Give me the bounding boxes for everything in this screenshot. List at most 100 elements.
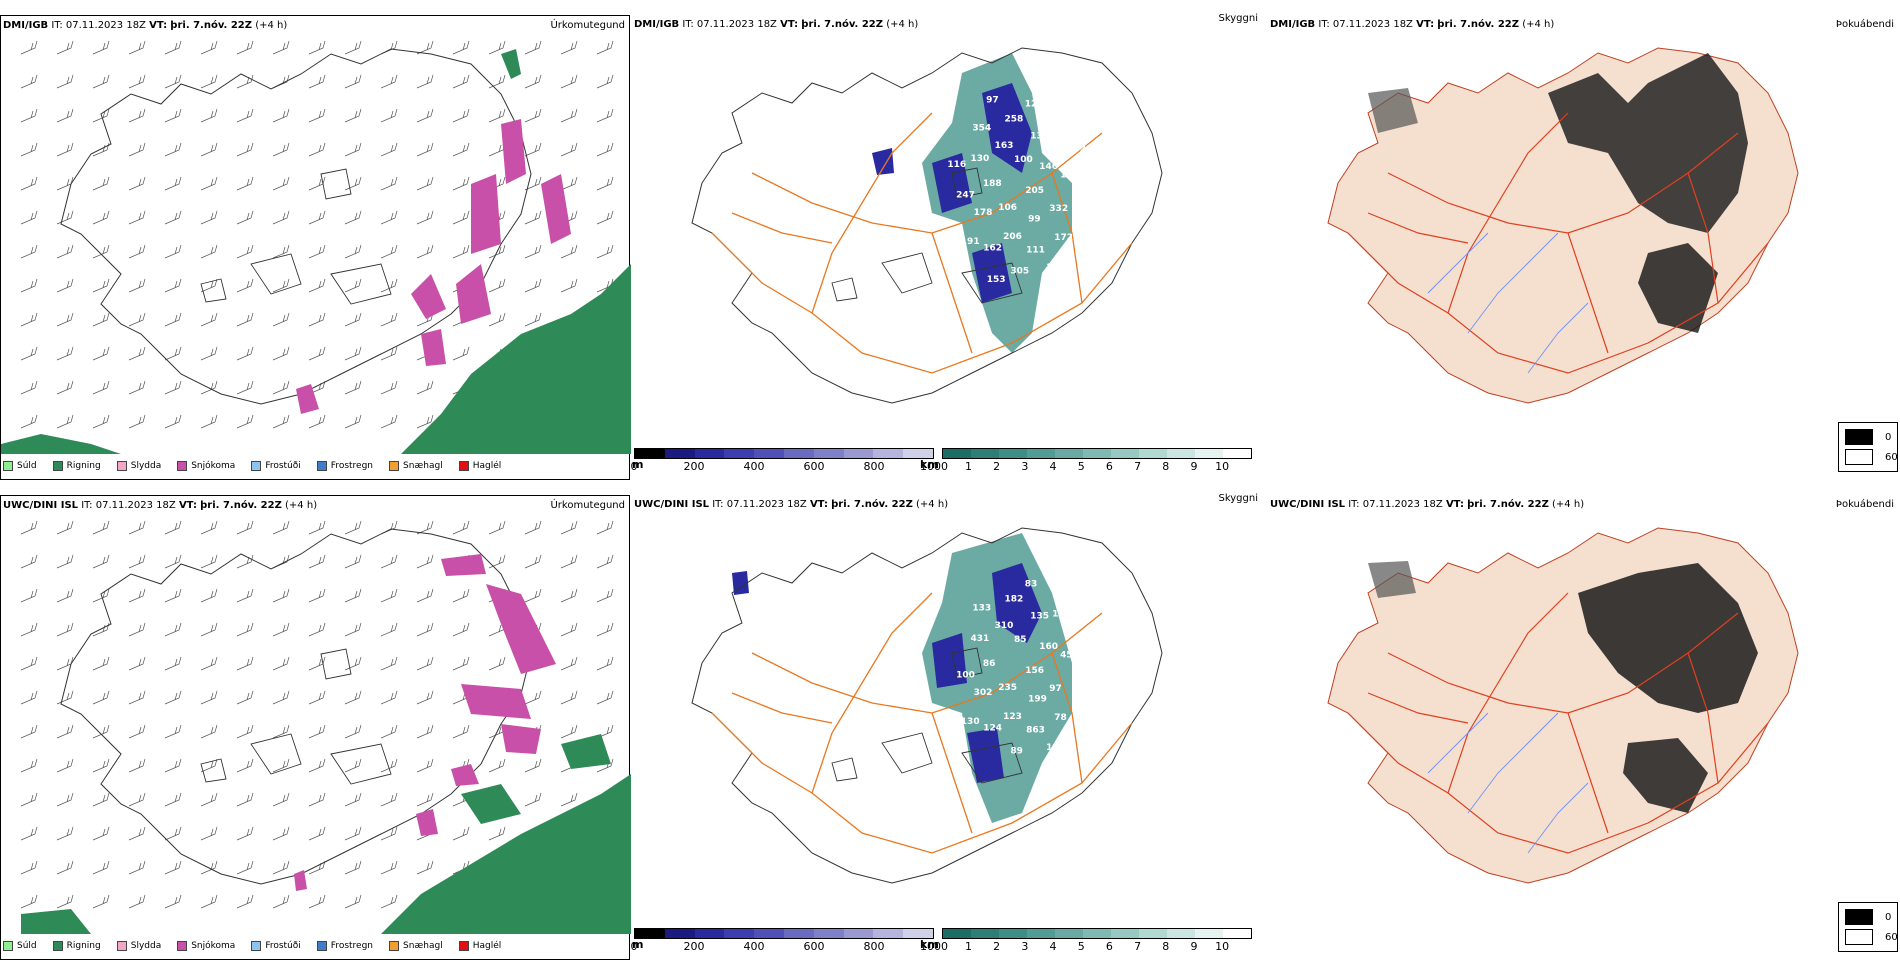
legend-label: Haglél bbox=[472, 461, 502, 471]
wind-barb bbox=[20, 74, 38, 89]
colorbar-tick: 800 bbox=[863, 940, 885, 953]
cloud-base-label: 310 bbox=[995, 621, 1014, 631]
wind-barb bbox=[56, 74, 74, 89]
colorbar-cell bbox=[724, 929, 755, 938]
wind-barb bbox=[416, 588, 434, 603]
cloud-base-label: 163 bbox=[995, 141, 1014, 151]
precip-map bbox=[20, 520, 631, 934]
wind-barb bbox=[344, 758, 362, 773]
wind-barb bbox=[92, 826, 110, 841]
colorbar-tick: 7 bbox=[1134, 460, 1142, 473]
wind-barb bbox=[164, 554, 182, 569]
glacier-outline bbox=[831, 757, 858, 782]
wind-barb bbox=[488, 312, 506, 327]
wind-barb bbox=[308, 414, 326, 429]
wind-barb bbox=[20, 380, 38, 395]
wind-barb bbox=[20, 108, 38, 123]
wind-barb bbox=[272, 690, 290, 705]
colorbar-cell bbox=[1223, 929, 1251, 938]
wind-barb bbox=[452, 622, 470, 637]
legend-label: Snjókoma bbox=[191, 461, 236, 471]
wind-barb bbox=[164, 758, 182, 773]
panel-title: Skyggni bbox=[1218, 493, 1258, 504]
cloud-base-label: 123 bbox=[1003, 712, 1022, 722]
wind-barb bbox=[236, 40, 254, 55]
road-line bbox=[931, 712, 973, 834]
wind-barb bbox=[380, 380, 398, 395]
wind-barb bbox=[272, 758, 290, 773]
river-line bbox=[1527, 782, 1589, 854]
wind-barb bbox=[92, 108, 110, 123]
cloud-base-label: 130 bbox=[971, 154, 990, 164]
wind-barb bbox=[488, 142, 506, 157]
cloud-base-label: 161 bbox=[1046, 743, 1065, 753]
wind-barb bbox=[344, 40, 362, 55]
fog-legend-item: 60 bbox=[1845, 929, 1898, 945]
road-line bbox=[1051, 172, 1083, 304]
wind-barb bbox=[92, 690, 110, 705]
cloud-base-label: 354 bbox=[972, 124, 991, 134]
wind-barb bbox=[380, 312, 398, 327]
wind-barb bbox=[272, 724, 290, 739]
legend-item: Snjókoma bbox=[177, 461, 235, 471]
wind-barb bbox=[344, 210, 362, 225]
wind-barb bbox=[56, 826, 74, 841]
colorbar-cell bbox=[1027, 929, 1055, 938]
legend-swatch bbox=[316, 461, 327, 471]
wind-barb bbox=[128, 554, 146, 569]
colorbar-tick: 600 bbox=[803, 460, 825, 473]
wind-barb bbox=[452, 176, 470, 191]
colorbar-cell bbox=[1195, 929, 1223, 938]
glacier-outline bbox=[320, 168, 352, 200]
road-network bbox=[1347, 592, 1769, 854]
wind-barb bbox=[344, 176, 362, 191]
wind-barb bbox=[236, 690, 254, 705]
wind-barb bbox=[236, 244, 254, 259]
glacier-outline bbox=[881, 252, 933, 294]
wind-barb bbox=[344, 690, 362, 705]
glacier-outlines bbox=[831, 167, 1023, 304]
cloud-base-label: 111 bbox=[1026, 245, 1045, 255]
wind-barb bbox=[524, 40, 542, 55]
wind-barb bbox=[416, 860, 434, 875]
cloud-base-label: 100 bbox=[956, 670, 975, 680]
wind-barb bbox=[164, 40, 182, 55]
legend-label: Frostúði bbox=[265, 461, 301, 471]
wind-barb bbox=[200, 758, 218, 773]
fog-map bbox=[1327, 527, 1799, 884]
wind-barb bbox=[596, 176, 614, 191]
panel-header: UWC/DINI ISL IT: 07.11.2023 18Z VT: þri.… bbox=[1270, 499, 1894, 510]
wind-barb bbox=[380, 588, 398, 603]
fog-panel-bottom: UWC/DINI ISL IT: 07.11.2023 18Z VT: þri.… bbox=[1268, 495, 1898, 960]
wind-barb bbox=[200, 108, 218, 123]
cloud-base-label: 124 bbox=[983, 724, 1002, 734]
wind-barb bbox=[380, 244, 398, 259]
wind-barb bbox=[236, 622, 254, 637]
colorbar-tick: 1 bbox=[964, 940, 972, 953]
wind-barb bbox=[128, 74, 146, 89]
wind-barbs bbox=[20, 40, 614, 429]
cloud-base-label: 165 bbox=[1074, 196, 1093, 206]
wind-barb bbox=[236, 520, 254, 535]
cloud-base-label: 97 bbox=[1049, 684, 1062, 694]
wind-barb bbox=[416, 380, 434, 395]
cloud-base-label: 191 bbox=[961, 237, 980, 247]
colorbar-cell bbox=[783, 929, 814, 938]
colorbar-cell bbox=[1083, 929, 1111, 938]
colorbar-tick: 6 bbox=[1105, 940, 1113, 953]
colorbar-cell bbox=[1083, 449, 1111, 458]
legend-label: Súld bbox=[17, 461, 37, 471]
wind-barb bbox=[524, 690, 542, 705]
wind-barb bbox=[416, 414, 434, 429]
colorbar-cell bbox=[783, 449, 814, 458]
wind-barb bbox=[164, 108, 182, 123]
road-line bbox=[1447, 592, 1569, 794]
colorbar-cell bbox=[664, 449, 695, 458]
wind-barb bbox=[164, 656, 182, 671]
wind-barb bbox=[236, 210, 254, 225]
wind-barb bbox=[92, 860, 110, 875]
river-network bbox=[1427, 712, 1589, 854]
wind-barb bbox=[128, 894, 146, 909]
wind-barb bbox=[56, 656, 74, 671]
fog-legend-label: 60 bbox=[1885, 451, 1898, 463]
